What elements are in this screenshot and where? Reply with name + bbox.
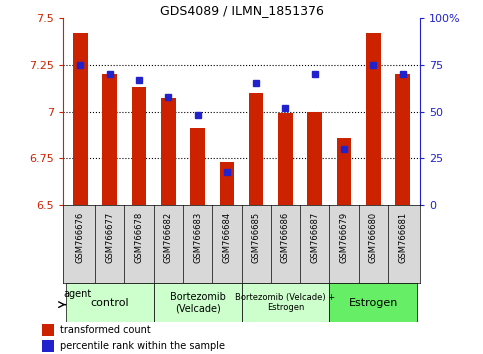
Bar [132,87,146,205]
Text: GSM766677: GSM766677 [105,212,114,263]
Bar [102,74,117,205]
Text: GSM766679: GSM766679 [340,212,349,263]
Bar [249,93,263,205]
Bar [278,113,293,205]
Bar [73,33,88,205]
Text: GSM766678: GSM766678 [134,212,143,263]
FancyBboxPatch shape [242,283,329,322]
Text: GSM766676: GSM766676 [76,212,85,263]
Text: control: control [90,298,129,308]
Text: GSM766684: GSM766684 [222,212,231,263]
Bar [190,129,205,205]
Text: agent: agent [63,289,92,299]
FancyBboxPatch shape [154,283,242,322]
Bar [337,138,351,205]
Bar [220,162,234,205]
Bar [161,98,176,205]
Text: GSM766685: GSM766685 [252,212,261,263]
Bar [366,33,381,205]
Bar [395,74,410,205]
Text: Bortezomib (Velcade) +
Estrogen: Bortezomib (Velcade) + Estrogen [235,293,336,312]
Text: percentile rank within the sample: percentile rank within the sample [59,341,225,352]
Bar [43,324,54,336]
Text: GSM766680: GSM766680 [369,212,378,263]
Text: Estrogen: Estrogen [349,298,398,308]
Text: transformed count: transformed count [59,325,150,336]
Bar [43,340,54,353]
FancyBboxPatch shape [66,283,154,322]
Text: GSM766682: GSM766682 [164,212,173,263]
Title: GDS4089 / ILMN_1851376: GDS4089 / ILMN_1851376 [159,4,324,17]
Text: GSM766687: GSM766687 [310,212,319,263]
Text: Bortezomib
(Velcade): Bortezomib (Velcade) [170,292,226,314]
Text: GSM766683: GSM766683 [193,212,202,263]
Bar [307,112,322,205]
Text: GSM766681: GSM766681 [398,212,407,263]
Text: GSM766686: GSM766686 [281,212,290,263]
FancyBboxPatch shape [329,283,417,322]
